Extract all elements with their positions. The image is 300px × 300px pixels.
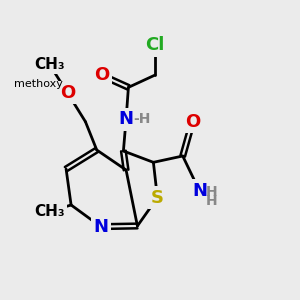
Text: O: O bbox=[60, 84, 75, 102]
Text: -H: -H bbox=[134, 112, 151, 126]
Text: H: H bbox=[206, 194, 218, 208]
Text: methoxy: methoxy bbox=[14, 80, 62, 89]
Text: N: N bbox=[93, 218, 108, 236]
Text: Cl: Cl bbox=[146, 36, 165, 54]
Text: O: O bbox=[185, 113, 200, 131]
Text: H: H bbox=[206, 185, 218, 199]
Text: S: S bbox=[151, 189, 164, 207]
Text: N: N bbox=[192, 182, 207, 200]
Text: N: N bbox=[118, 110, 134, 128]
Text: CH₃: CH₃ bbox=[34, 204, 65, 219]
Text: O: O bbox=[94, 66, 110, 84]
Text: CH₃: CH₃ bbox=[34, 57, 65, 72]
